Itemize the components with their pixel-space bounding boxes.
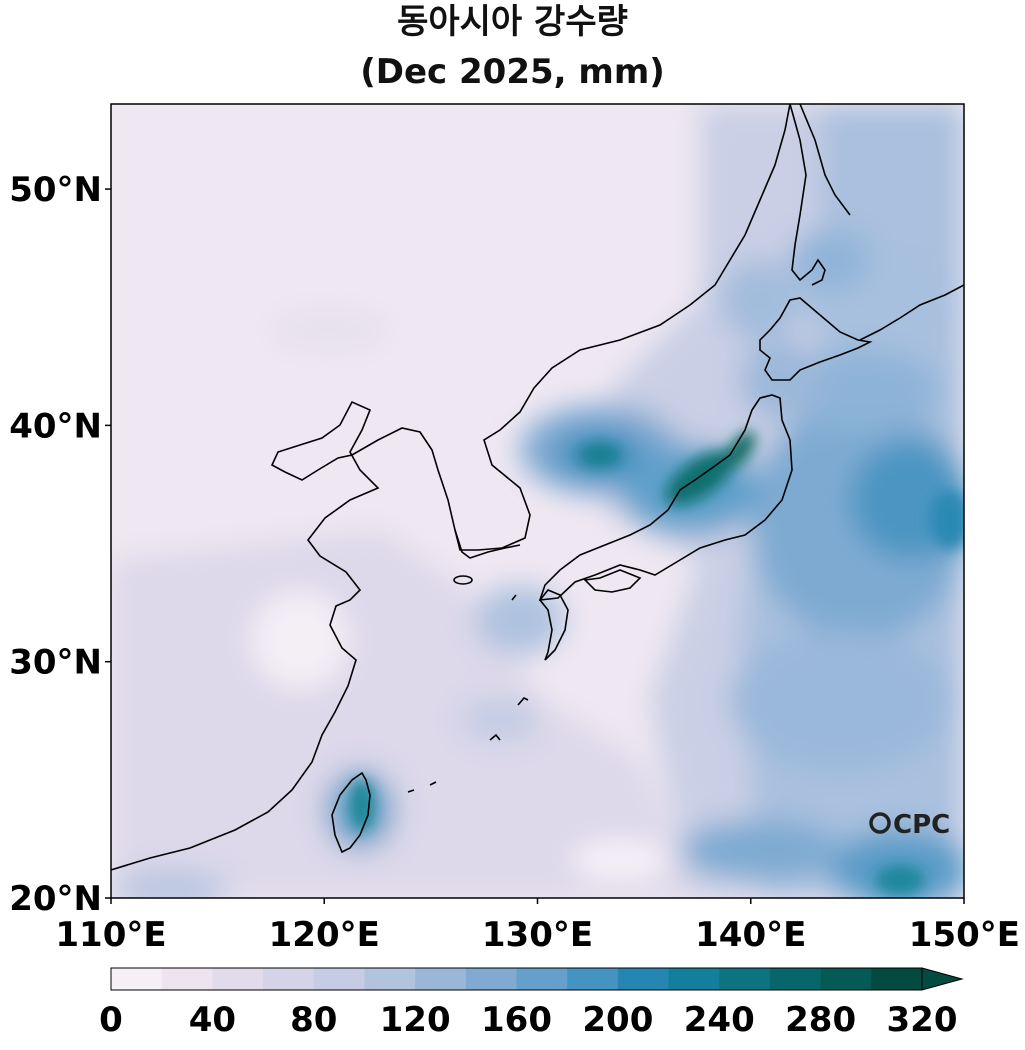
lon-tick-label: 120°E [269,915,380,955]
colorbar-label: 160 [481,1000,552,1040]
colorbar-segment [516,968,568,990]
map-title: 동아시아 강수량 [397,2,628,42]
colorbar-segment [364,968,416,990]
taiwan-coastline [331,771,371,854]
colorbar-frame [110,967,923,991]
lon-tick-label: 110°E [55,915,166,955]
lon-tick-label: 140°E [695,915,806,955]
colorbar-segment [871,968,923,990]
ryukyu-islands [407,594,529,793]
colorbar-segment [212,968,264,990]
colorbar-segment [820,968,872,990]
lat-tick-label: 30°N [9,643,102,683]
colorbar-label: 200 [582,1000,653,1040]
colorbar-extend-arrow [921,967,964,991]
colorbar-segment [111,968,163,990]
colorbar-label: 240 [684,1000,755,1040]
hokkaido-coastline [759,297,873,381]
cpc-logo: CPC [869,810,950,840]
mainland-coastline [111,104,791,871]
colorbar-label: 120 [380,1000,451,1040]
sakhalin-east-coast [799,104,851,216]
colorbar-label: 280 [785,1000,856,1040]
lat-tick-label: 20°N [9,879,102,919]
longitude-ticks: 110°E 120°E 130°E 140°E 150°E [55,898,1020,955]
lat-tick-label: 50°N [9,170,102,210]
colorbar-segment [415,968,467,990]
shikoku-coastline [583,569,642,593]
map-subtitle: (Dec 2025, mm) [360,52,665,92]
logo-text: CPC [893,810,950,840]
colorbar-label: 0 [99,1000,123,1040]
colorbar-segment [617,968,670,990]
latitude-ticks: 20°N 30°N 40°N 50°N [9,170,111,919]
lon-tick-label: 130°E [482,915,593,955]
kyushu-coastline [538,589,569,661]
precipitation-field [111,104,964,898]
coastlines [111,104,964,871]
colorbar-segment [668,968,720,990]
sakhalin-coastline [789,104,826,286]
colorbar-segment [719,968,771,990]
colorbar-segment [769,968,822,990]
lon-tick-label: 150°E [909,915,1020,955]
korea-coastline [454,529,521,559]
colorbar-segment [567,968,619,990]
colorbar: 0 40 80 120 160 200 240 280 320 [99,967,964,1040]
colorbar-segment [263,968,315,990]
colorbar-segment [161,968,213,990]
colorbar-segment [313,968,365,990]
kuril-islands [859,284,964,341]
colorbar-label: 80 [290,1000,337,1040]
colorbar-label: 320 [887,1000,958,1040]
colorbar-label: 40 [189,1000,236,1040]
jeju-coastline [453,575,473,585]
lat-tick-label: 40°N [9,406,102,446]
colorbar-segment [465,968,517,990]
